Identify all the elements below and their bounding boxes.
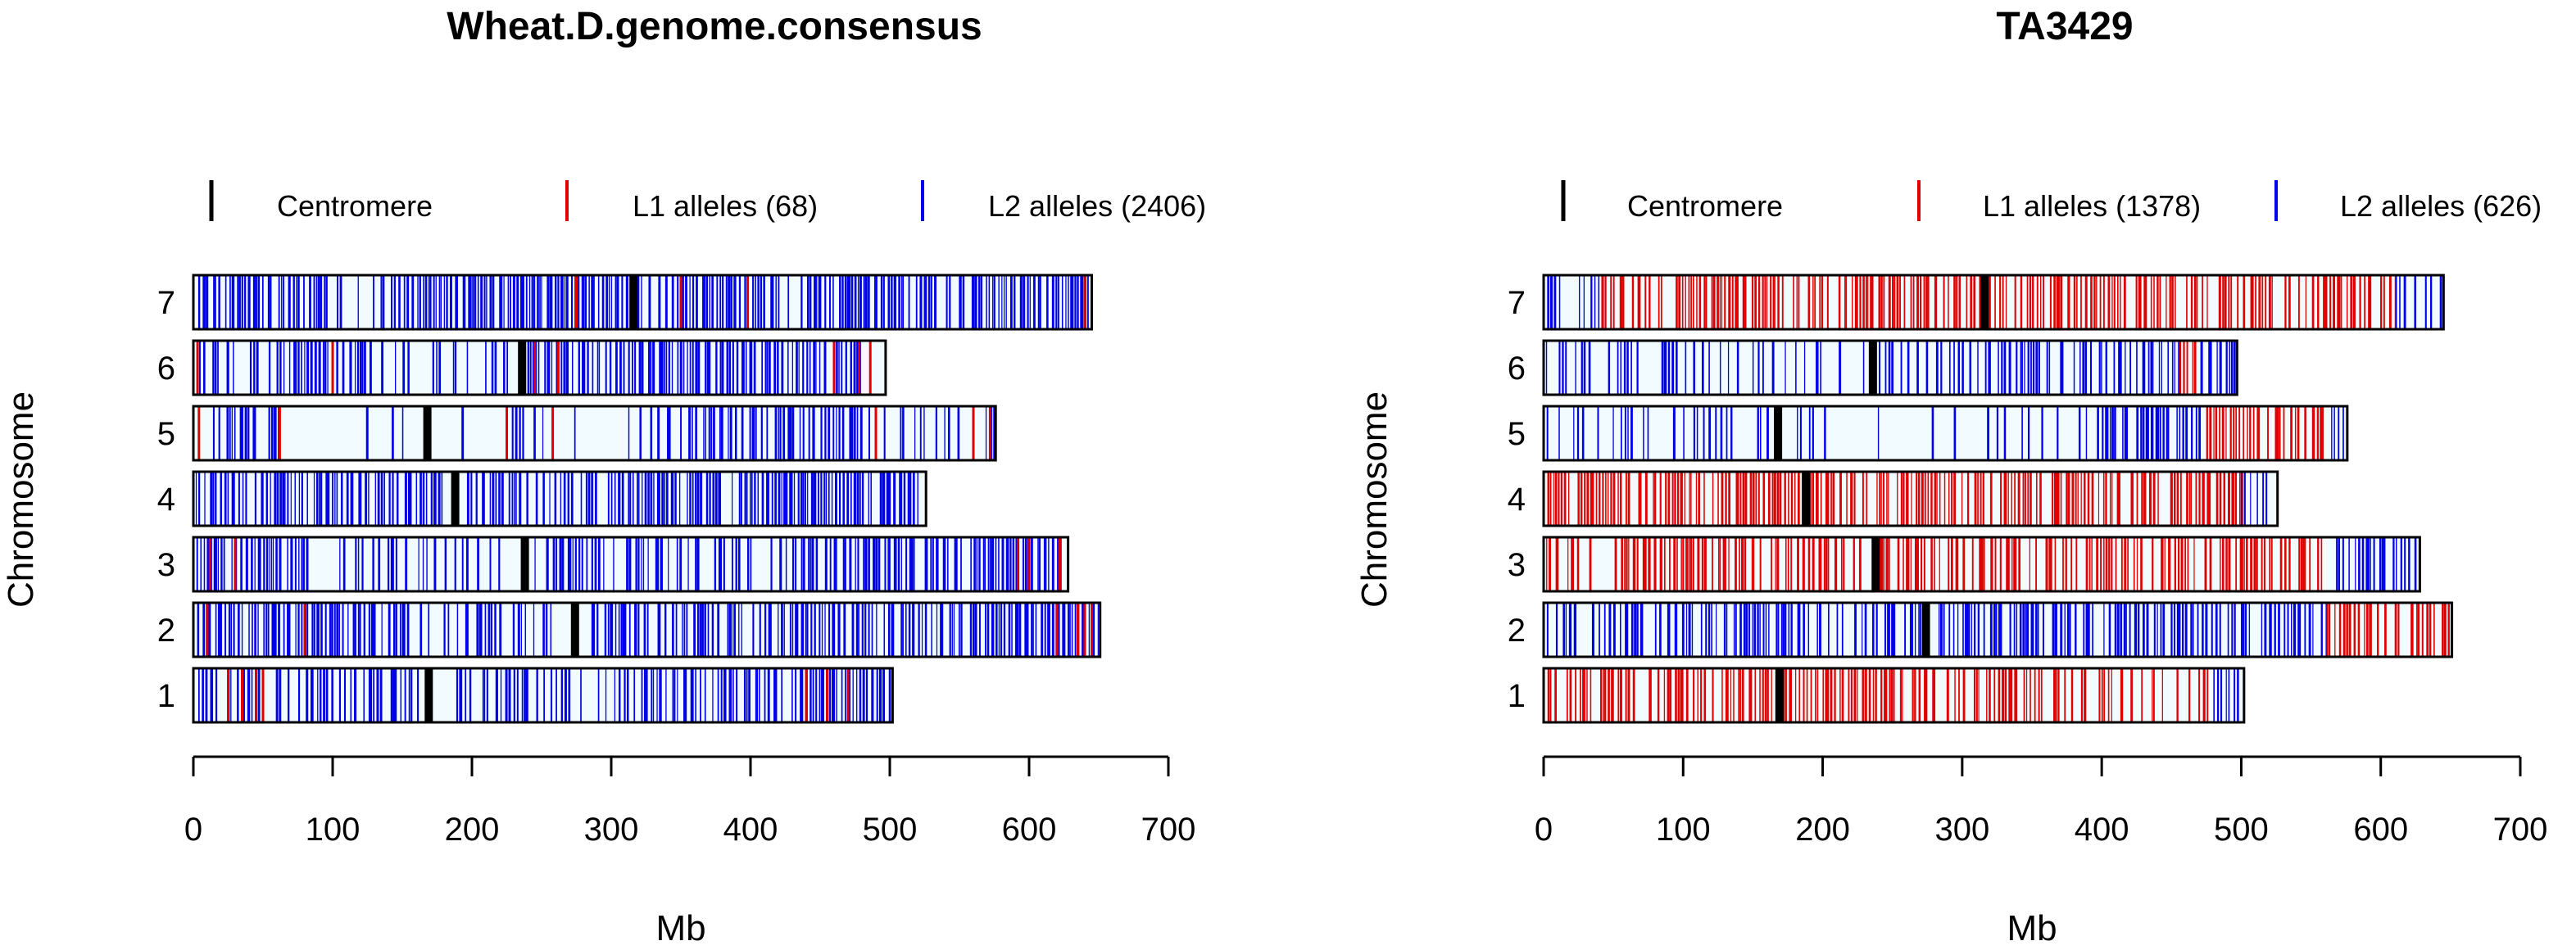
centromere-mark	[520, 537, 529, 591]
x-tick-label: 500	[863, 812, 918, 848]
x-tick-label: 200	[1795, 812, 1850, 848]
x-axis-label: Mb	[655, 908, 705, 948]
chromosome-outline	[1542, 339, 2238, 396]
y-tick-label: 3	[1508, 547, 1526, 583]
chromosome-outline	[1542, 667, 2246, 724]
chromosome-2: 2	[1508, 601, 2454, 658]
y-tick-label: 7	[157, 285, 175, 321]
y-tick-label: 3	[157, 547, 175, 583]
x-tick-label: 100	[1656, 812, 1711, 848]
chromosome-background	[193, 603, 1100, 657]
x-tick-label: 400	[723, 812, 778, 848]
chromosome-6: 6	[1508, 339, 2238, 396]
chromosome-outline	[1542, 274, 2445, 331]
legend-item-l2: L2 alleles (626)	[2274, 180, 2542, 223]
legend-item-l1: L1 alleles (1378)	[1917, 180, 2201, 223]
chromosome-1: 1	[157, 667, 894, 724]
chromosome-2: 2	[157, 601, 1102, 658]
centromere-mark	[1775, 668, 1784, 722]
centromere-mark	[518, 341, 527, 395]
x-tick-label: 300	[584, 812, 639, 848]
chromosome-1: 1	[1508, 667, 2246, 724]
legend-item-l2: L2 alleles (2406)	[921, 180, 1206, 223]
chromosome-background	[1544, 406, 2347, 460]
chromosome-3: 3	[1508, 536, 2421, 593]
chromosome-outline	[1542, 470, 2279, 527]
x-tick-label: 600	[2353, 812, 2408, 848]
chromosome-5: 5	[1508, 405, 2349, 462]
chromosome-outline	[192, 470, 927, 527]
chromosome-outline	[192, 536, 1070, 593]
centromere-mark	[423, 406, 432, 460]
y-tick-label: 1	[1508, 678, 1526, 714]
y-tick-label: 5	[1508, 416, 1526, 452]
chromosome-4: 4	[157, 470, 927, 527]
x-tick-label: 0	[184, 812, 202, 848]
x-tick-label: 200	[445, 812, 500, 848]
chromosome-6: 6	[157, 339, 887, 396]
chromosome-outline	[192, 339, 887, 396]
centromere-mark	[451, 472, 460, 526]
x-axis-label: Mb	[2007, 908, 2057, 948]
y-tick-label: 4	[157, 482, 175, 518]
y-tick-label: 4	[1508, 482, 1526, 518]
legend-label: Centromere	[1627, 189, 1783, 223]
legend-label: L1 alleles (1378)	[1983, 189, 2201, 223]
legend-item-centromere: Centromere	[1561, 180, 1783, 223]
chromosome-outline	[1542, 405, 2349, 462]
chromosome-3: 3	[157, 536, 1070, 593]
chromosome-7: 7	[1508, 274, 2445, 331]
centromere-mark	[424, 668, 433, 722]
chart-title: Wheat.D.genome.consensus	[447, 5, 982, 48]
x-tick-label: 700	[2493, 812, 2548, 848]
centromere-mark	[1921, 603, 1930, 657]
legend-item-l1: L1 alleles (68)	[565, 180, 818, 223]
centromere-mark	[1871, 537, 1880, 591]
chromosome-outline	[192, 274, 1093, 331]
y-tick-label: 7	[1508, 285, 1526, 321]
legend-label: L2 alleles (2406)	[988, 189, 1206, 223]
y-tick-label: 2	[1508, 613, 1526, 649]
y-tick-label: 2	[157, 613, 175, 649]
y-tick-label: 5	[157, 416, 175, 452]
centromere-mark	[570, 603, 579, 657]
legend-label: L1 alleles (68)	[633, 189, 818, 223]
legend-label: L2 alleles (626)	[2340, 189, 2542, 223]
centromere-mark	[1774, 406, 1783, 460]
chromosome-outline	[192, 667, 894, 724]
chart-title: TA3429	[1996, 5, 2133, 48]
centromere-mark	[629, 275, 638, 329]
y-tick-label: 6	[157, 351, 175, 387]
legend-item-centromere: Centromere	[209, 180, 433, 223]
chromosome-background	[193, 275, 1092, 329]
y-axis-label: Chromosome	[1, 391, 41, 608]
x-tick-label: 600	[1002, 812, 1057, 848]
legend-label: Centromere	[277, 189, 433, 223]
centromere-mark	[1980, 275, 1989, 329]
x-tick-label: 500	[2214, 812, 2269, 848]
x-tick-label: 0	[1535, 812, 1553, 848]
chromosome-outline	[192, 601, 1102, 658]
chromosome-background	[1544, 603, 2452, 657]
x-tick-label: 400	[2075, 812, 2129, 848]
y-tick-label: 1	[157, 678, 175, 714]
chromosome-outline	[192, 405, 997, 462]
x-tick-label: 100	[306, 812, 361, 848]
centromere-mark	[1802, 472, 1811, 526]
panel-wheat-d-genome-consensus: Wheat.D.genome.consensus Chromosome Mb Cent…	[1, 5, 1206, 948]
x-tick-label: 700	[1141, 812, 1196, 848]
chromosome-7: 7	[157, 274, 1093, 331]
panel-ta3429: TA3429 Chromosome Mb Centromere L1 alleles (…	[1354, 5, 2547, 948]
chromosome-outline	[1542, 601, 2454, 658]
centromere-mark	[1868, 341, 1877, 395]
x-tick-label: 300	[1934, 812, 1989, 848]
y-axis-label: Chromosome	[1354, 391, 1395, 608]
chromosome-4: 4	[1508, 470, 2279, 527]
chromosome-5: 5	[157, 405, 997, 462]
chromosome-outline	[1542, 536, 2421, 593]
y-tick-label: 6	[1508, 351, 1526, 387]
